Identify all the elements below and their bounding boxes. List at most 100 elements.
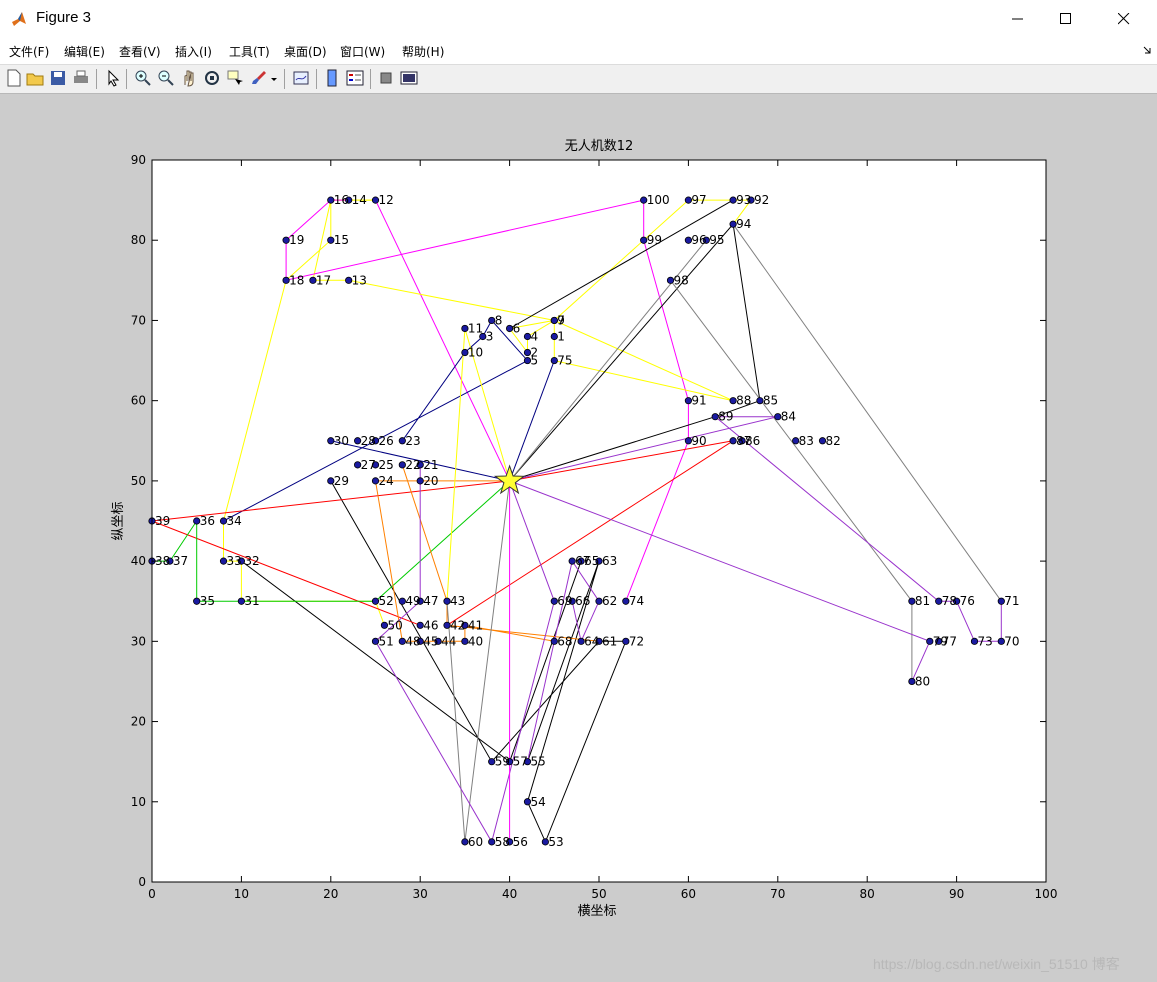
customer-point [505,324,514,333]
customer-point [461,838,469,846]
customer-point [577,637,585,645]
menu-view[interactable]: 查看(V) [119,45,161,59]
menu-tools[interactable]: 工具(T) [229,45,270,59]
customer-point [935,637,943,645]
y-tick-label: 60 [131,394,146,408]
y-tick-label: 70 [131,313,146,327]
customer-point [792,437,800,445]
point-label: 33 [227,554,242,568]
point-label: 89 [718,410,733,424]
point-label: 17 [316,273,331,287]
menu-insert[interactable]: 插入(I) [175,45,212,59]
point-label: 44 [441,634,456,648]
point-label: 74 [629,594,644,608]
customer-point [550,637,558,645]
menu-edit[interactable]: 编辑(E) [64,45,105,59]
point-label: 87 [736,434,751,448]
pointer-icon[interactable] [103,68,123,88]
customer-point [711,413,719,421]
point-label: 52 [379,594,394,608]
customer-point [774,413,782,421]
menu-file[interactable]: 文件(F) [9,45,50,59]
zoom-out-icon[interactable] [156,68,176,88]
customer-point [398,597,406,605]
point-label: 38 [155,554,170,568]
link-plot-icon[interactable] [291,68,311,88]
customer-point [577,557,585,565]
customer-point [488,316,496,325]
point-label: 97 [691,193,706,207]
customer-point [505,838,514,846]
point-label: 10 [468,346,483,360]
point-label: 40 [468,634,483,648]
route-line [509,199,734,329]
point-label: 4 [530,329,538,343]
customer-point [416,477,424,485]
menu-bar: 文件(F) 编辑(E) 查看(V) 插入(I) 工具(T) 桌面(D) 窗口(W… [0,38,1157,64]
pan-icon[interactable] [179,68,199,88]
customer-point [684,397,693,405]
ticks-layer: 0 10 20 30 40 50 60 70 80 90 100 0 10 20 30 40 50 60 70 80 9… [131,153,1058,901]
point-label: 29 [334,474,349,488]
route-line [330,440,510,482]
customer-point [997,597,1005,605]
point-label: 34 [227,514,242,528]
customer-point [371,437,380,445]
customer-point [908,677,916,686]
point-label: 31 [244,594,259,608]
customer-point [371,461,380,469]
point-label: 79 [933,634,948,648]
route-line [223,319,529,522]
colorbar-icon[interactable] [322,68,342,88]
customer-point [282,236,290,244]
y-axis-label: 纵坐标 [111,501,126,540]
customer-point [523,356,532,365]
customer-point [595,597,603,605]
brush-dropdown-icon[interactable] [269,68,279,88]
point-label: 90 [691,434,706,448]
hide-plot-tools-icon[interactable] [376,68,396,88]
customer-point [997,637,1005,645]
window-titlebar: Figure 3 [0,0,1157,38]
customer-point [416,597,424,605]
show-plot-tools-icon[interactable] [399,68,419,88]
maximize-button[interactable] [1043,0,1089,38]
x-tick-label: 0 [148,887,156,901]
point-label: 98 [674,273,689,287]
window-title: Figure 3 [36,9,92,26]
menu-help[interactable]: 帮助(H) [402,45,445,59]
point-label: 25 [379,458,394,472]
point-label: 14 [352,193,367,207]
point-label: 35 [200,594,215,608]
close-button[interactable] [1101,0,1147,38]
rotate-icon[interactable] [202,68,222,88]
dock-arrow-icon[interactable] [1143,46,1151,54]
point-label: 47 [423,594,438,608]
new-figure-icon[interactable] [4,68,24,88]
point-label: 16 [334,193,349,207]
customer-point [219,517,228,525]
zoom-in-icon[interactable] [133,68,153,88]
brush-icon[interactable] [249,68,269,88]
point-label: 82 [826,434,841,448]
customer-point [550,597,558,605]
open-file-icon[interactable] [25,68,45,88]
save-icon[interactable] [48,68,68,88]
route-line [509,416,1002,642]
customer-point [935,597,943,605]
customer-point [550,316,558,325]
customer-point [952,597,961,605]
point-label: 86 [745,434,760,448]
route-line [375,199,511,482]
legend-icon[interactable] [345,68,365,88]
point-label: 55 [530,755,545,769]
data-cursor-icon[interactable] [225,68,245,88]
menu-window[interactable]: 窗口(W) [340,45,386,59]
point-label: 36 [200,514,215,528]
customer-point [443,597,451,605]
print-icon[interactable] [71,68,91,88]
customer-point [523,758,532,766]
minimize-button[interactable] [995,0,1041,38]
menu-desktop[interactable]: 桌面(D) [284,45,327,59]
customer-point [523,332,532,341]
